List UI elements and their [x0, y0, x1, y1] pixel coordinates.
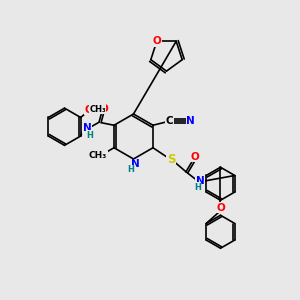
Text: C: C — [166, 116, 173, 126]
Text: H: H — [127, 165, 134, 174]
Text: H: H — [194, 183, 201, 192]
Text: N: N — [186, 116, 195, 126]
Text: O: O — [152, 36, 161, 46]
Text: CH₃: CH₃ — [89, 105, 106, 113]
Text: S: S — [167, 153, 175, 166]
Text: O: O — [85, 105, 93, 115]
Text: O: O — [216, 203, 225, 213]
Text: N: N — [130, 159, 140, 170]
Text: O: O — [190, 152, 200, 162]
Text: H: H — [87, 131, 94, 140]
Text: N: N — [196, 176, 205, 186]
Text: CH₃: CH₃ — [89, 151, 107, 160]
Text: N: N — [82, 123, 91, 133]
Text: O: O — [99, 104, 108, 114]
